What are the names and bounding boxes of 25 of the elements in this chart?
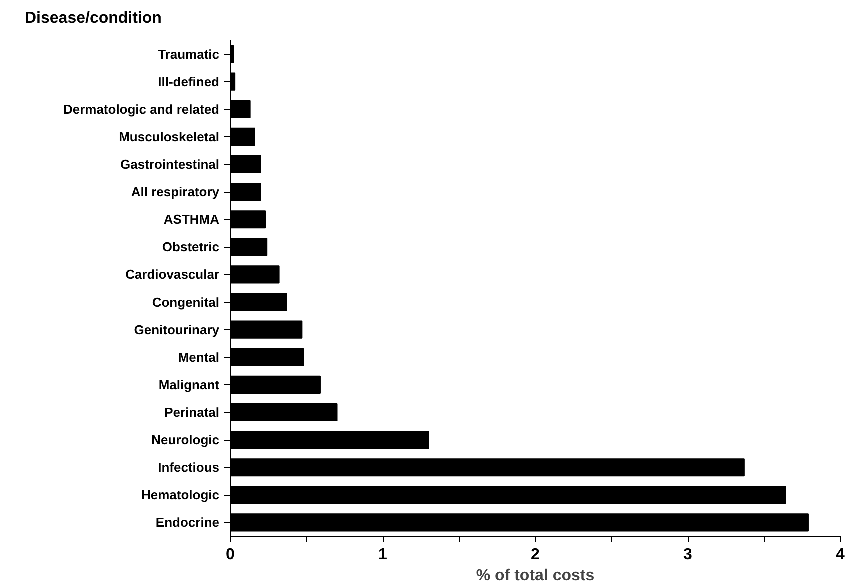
y-tick-label: Neurologic: [152, 432, 220, 448]
y-axis-title: Disease/condition: [25, 9, 162, 29]
y-tick-label: Dermatologic and related: [63, 102, 220, 117]
x-tick-label: 0: [226, 546, 236, 564]
y-tick-label: All respiratory: [131, 184, 220, 200]
y-tick-label: Cardiovascular: [126, 267, 220, 282]
y-tick-label: Perinatal: [164, 405, 220, 420]
y-tick-label: Mental: [178, 350, 220, 365]
y-tick-label: ASTHMA: [164, 212, 220, 228]
x-tick-label: 1: [378, 546, 388, 564]
x-tick-label: 2: [531, 546, 540, 564]
y-tick-label: Ill-defined: [158, 74, 220, 90]
x-tick-label: 3: [684, 546, 693, 564]
x-tick-label: 4: [836, 546, 846, 564]
y-tick-label: Gastrointestinal: [120, 157, 220, 172]
y-tick-label: Musculoskeletal: [119, 129, 220, 144]
x-axis-title: % of total costs: [476, 568, 595, 584]
y-tick-label: Obstetric: [162, 240, 220, 255]
y-tick-label: Infectious: [158, 460, 220, 476]
y-tick-label: Congenital: [152, 294, 220, 310]
y-tick-label: Hematologic: [141, 488, 220, 503]
y-tick-label: Malignant: [158, 377, 220, 392]
y-tick-label: Endocrine: [156, 515, 220, 530]
y-tick-label: Genitourinary: [134, 322, 220, 338]
y-tick-label: Traumatic: [158, 46, 220, 62]
